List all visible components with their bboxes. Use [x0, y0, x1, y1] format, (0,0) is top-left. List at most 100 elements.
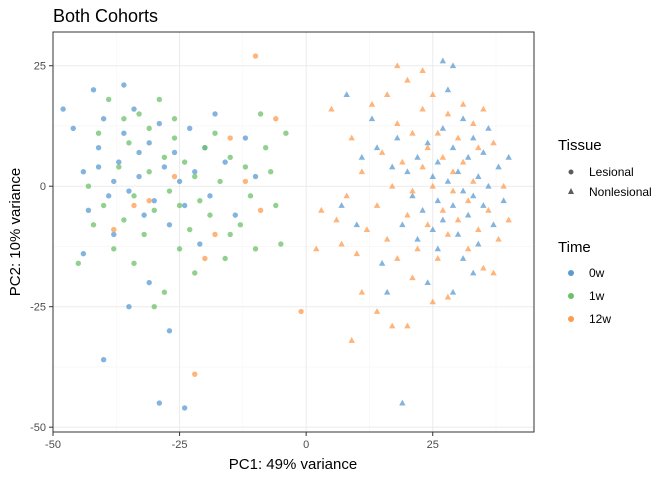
data-point-0w [490, 221, 497, 228]
data-point-0w [399, 399, 406, 406]
data-point-0w [404, 168, 411, 175]
grid-lines [52, 32, 534, 432]
data-point-0w [338, 202, 345, 208]
data-point-0w [232, 212, 238, 218]
data-point-12w [318, 206, 325, 213]
data-point-0w [111, 231, 117, 238]
data-point-0w [439, 216, 447, 223]
data-point-12w [449, 187, 457, 194]
data-point-1w [283, 130, 289, 136]
data-point-1w [136, 111, 142, 117]
data-point-1w [171, 135, 178, 141]
data-point-0w [449, 288, 457, 295]
data-point-0w [500, 197, 507, 204]
data-point-12w [470, 120, 477, 126]
data-point-12w [475, 144, 482, 151]
data-point-0w [111, 178, 117, 185]
legend-label-12w: 12w [589, 312, 611, 326]
data-point-0w [459, 187, 467, 194]
data-point-0w [475, 173, 482, 179]
legend-label-1w: 1w [589, 289, 605, 303]
data-point-12w [328, 105, 335, 112]
data-point-12w [424, 221, 431, 228]
data-point-0w [449, 202, 457, 208]
data-point-0w [242, 135, 249, 141]
data-point-12w [434, 255, 441, 261]
legend-key-0w [568, 270, 574, 276]
data-point-0w [424, 279, 431, 286]
data-point-0w [470, 269, 477, 276]
chart-title: Both Cohorts [53, 6, 158, 26]
data-point-0w [161, 164, 168, 170]
data-point-12w [404, 76, 411, 83]
data-point-12w [500, 182, 507, 189]
data-point-12w [404, 322, 411, 329]
data-point-0w [389, 163, 396, 170]
data-point-1w [212, 130, 218, 136]
data-point-0w [171, 149, 178, 156]
data-point-0w [222, 159, 228, 165]
data-point-12w [409, 129, 416, 136]
data-point-12w [394, 120, 401, 126]
data-point-12w [439, 206, 447, 213]
data-point-12w [419, 105, 426, 112]
data-point-0w [343, 91, 350, 98]
x-tick-label: -50 [45, 439, 61, 451]
axis-ticks: -50 -25 0 25 -50 -25 0 25 [30, 61, 439, 451]
data-point-0w [85, 207, 92, 214]
y-tick-label: 25 [34, 61, 46, 73]
data-point-1w [227, 231, 233, 238]
data-point-0w [105, 193, 112, 199]
y-axis-title: PC2: 10% variance [7, 168, 24, 296]
legend-key-nonlesional [568, 188, 574, 194]
data-point-12w [439, 153, 447, 160]
data-point-0w [434, 245, 441, 252]
data-point-12w [480, 264, 487, 271]
data-point-0w [192, 169, 198, 175]
data-point-1w [181, 159, 188, 165]
data-point-12w [389, 182, 396, 189]
data-point-0w [449, 144, 457, 151]
data-point-0w [444, 86, 452, 93]
data-point-0w [454, 231, 462, 237]
data-point-12w [383, 235, 391, 242]
data-point-0w [470, 192, 477, 199]
y-tick-label: -50 [30, 422, 46, 434]
data-point-0w [156, 400, 163, 406]
data-point-12w [485, 206, 492, 213]
data-point-0w [212, 111, 218, 117]
data-point-12w [252, 53, 259, 59]
data-point-1w [202, 144, 208, 151]
legend-label-0w: 0w [589, 266, 605, 280]
data-point-0w [136, 149, 142, 156]
data-point-12w [459, 100, 467, 107]
data-point-12w [227, 135, 233, 141]
data-point-1w [146, 125, 152, 132]
data-point-12w [419, 67, 426, 73]
data-point-0w [470, 134, 477, 141]
data-point-0w [459, 255, 467, 261]
data-point-1w [278, 241, 284, 247]
data-point-1w [146, 169, 152, 175]
legend-key-lesional [568, 169, 574, 175]
data-point-0w [90, 87, 97, 93]
data-point-12w [464, 245, 472, 252]
data-point-1w [262, 144, 269, 151]
data-point-12w [373, 308, 381, 314]
data-point-0w [166, 222, 173, 228]
data-point-1w [131, 193, 137, 199]
data-point-12w [429, 298, 436, 305]
legend-key-1w [568, 293, 574, 299]
data-point-0w [116, 159, 122, 165]
data-point-0w [131, 106, 137, 112]
data-point-0w [485, 182, 492, 189]
data-point-12w [171, 173, 178, 180]
plot-panel [53, 32, 534, 432]
data-point-0w [80, 250, 87, 257]
data-point-12w [404, 211, 411, 218]
data-point-12w [343, 192, 350, 199]
data-point-12w [424, 144, 431, 151]
data-point-12w [257, 207, 264, 214]
data-point-1w [131, 260, 137, 267]
